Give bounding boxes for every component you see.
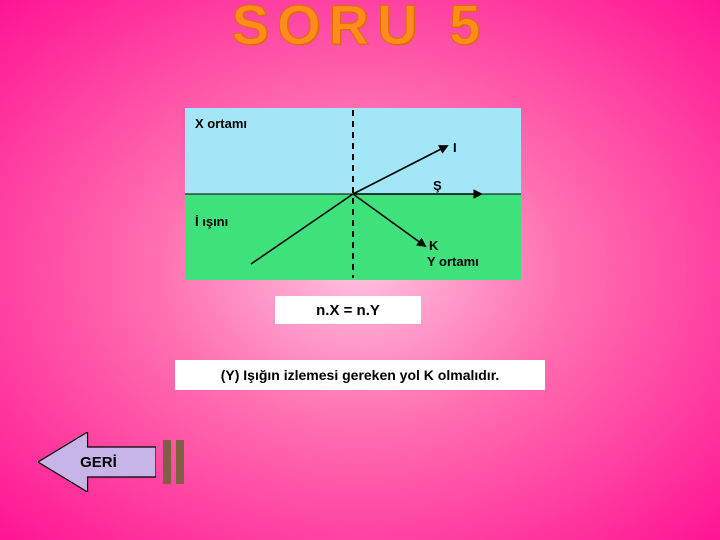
slide-root: SORU 5 X ortamı İ ışını I Ş KY ortamı n.X = … — [0, 0, 720, 540]
back-stripe — [163, 440, 171, 484]
slide-title: SORU 5 — [0, 0, 720, 57]
back-stripe — [176, 440, 184, 484]
equation-box: n.X = n.Y — [275, 296, 421, 324]
answer-box: (Y) Işığın izlemesi gereken yol K olmalı… — [175, 360, 545, 390]
answer-text: (Y) Işığın izlemesi gereken yol K olmalı… — [221, 367, 500, 383]
label-K: K — [429, 238, 439, 253]
label-y-medium: Y ortamı — [427, 254, 479, 269]
back-button-group[interactable]: GERİ — [38, 432, 184, 492]
equation-text: n.X = n.Y — [316, 302, 380, 319]
label-x-medium: X ortamı — [195, 116, 247, 131]
label-S: Ş — [433, 178, 442, 193]
label-incident: İ ışını — [195, 214, 228, 229]
back-button-label[interactable]: GERİ — [80, 454, 117, 471]
label-I: I — [453, 140, 457, 155]
refraction-diagram: X ortamı İ ışını I Ş KY ortamı — [185, 108, 521, 280]
